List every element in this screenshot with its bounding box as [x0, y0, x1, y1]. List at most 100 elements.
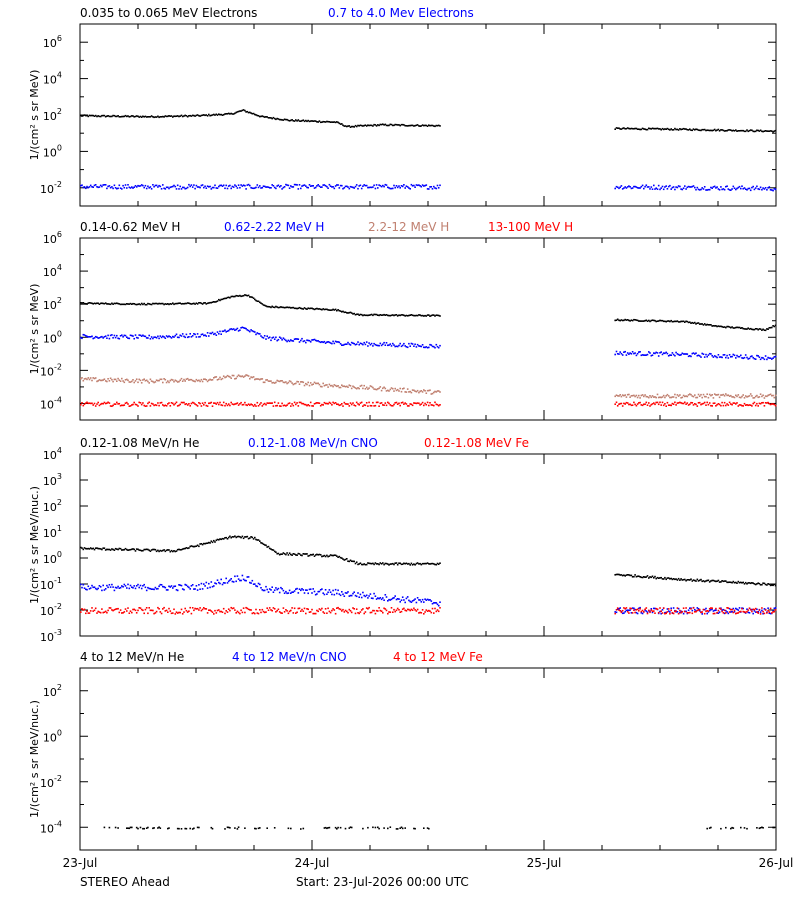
data-point	[164, 550, 167, 553]
data-point	[127, 403, 129, 405]
data-point	[216, 114, 219, 116]
data-point	[205, 187, 208, 189]
data-point	[85, 402, 87, 404]
data-point	[684, 353, 686, 355]
data-point	[211, 827, 214, 830]
data-point	[287, 592, 290, 594]
data-point	[436, 184, 439, 187]
data-point	[159, 116, 162, 118]
data-point	[684, 185, 686, 187]
data-point	[227, 536, 230, 539]
data-point	[101, 589, 103, 592]
data-point	[213, 333, 215, 336]
data-point	[382, 404, 384, 406]
data-point	[87, 115, 90, 118]
data-point	[198, 114, 200, 117]
data-point	[672, 320, 675, 323]
data-point	[353, 187, 355, 189]
data-point	[188, 586, 190, 589]
data-point	[764, 583, 767, 586]
data-point	[191, 401, 194, 404]
data-point	[437, 124, 440, 127]
data-point	[256, 184, 259, 186]
data-point	[638, 607, 640, 610]
data-point	[378, 184, 380, 186]
data-point	[91, 607, 93, 609]
data-point	[178, 188, 180, 190]
data-point	[226, 187, 229, 190]
data-point	[680, 128, 682, 131]
data-point	[119, 380, 122, 382]
data-point	[692, 352, 695, 354]
data-point	[689, 355, 691, 357]
data-point	[406, 608, 409, 611]
data-point	[623, 612, 625, 614]
data-point	[179, 403, 181, 406]
data-point	[665, 351, 667, 354]
data-point	[641, 354, 644, 356]
data-point	[281, 119, 283, 121]
data-point	[348, 311, 351, 314]
data-point	[263, 304, 266, 307]
data-point	[88, 612, 91, 614]
data-point	[355, 561, 358, 563]
data-point	[773, 356, 776, 358]
data-point	[677, 395, 680, 397]
data-point	[122, 303, 124, 306]
data-point	[359, 593, 362, 596]
data-point	[685, 320, 687, 323]
data-point	[268, 117, 271, 119]
data-point	[85, 303, 87, 305]
data-point	[638, 575, 640, 577]
data-point	[169, 550, 172, 553]
data-point	[277, 118, 280, 120]
data-point	[369, 404, 372, 407]
data-point	[722, 326, 725, 328]
data-point	[181, 333, 184, 335]
data-point	[641, 320, 644, 322]
data-point	[749, 327, 752, 330]
data-point	[619, 394, 621, 396]
data-point	[307, 404, 309, 406]
data-point	[241, 326, 244, 329]
data-point	[88, 302, 91, 304]
data-point	[742, 357, 744, 360]
data-point	[108, 380, 111, 382]
data-point	[720, 356, 722, 358]
data-point	[255, 114, 257, 116]
data-point	[741, 129, 743, 132]
data-point	[744, 130, 747, 133]
data-point	[408, 314, 410, 317]
data-point	[703, 186, 706, 188]
data-point	[347, 125, 349, 127]
data-point	[727, 325, 730, 328]
data-point	[740, 404, 742, 406]
data-point	[700, 356, 702, 358]
data-point	[296, 307, 298, 310]
data-point	[378, 827, 380, 830]
data-point	[259, 403, 261, 406]
data-point	[137, 184, 139, 187]
data-point	[766, 130, 768, 132]
data-point	[326, 384, 328, 386]
data-point	[664, 320, 666, 323]
data-point	[615, 350, 618, 353]
data-point	[229, 113, 231, 115]
data-point	[435, 602, 438, 604]
data-point	[749, 404, 752, 406]
data-point	[689, 403, 691, 406]
data-point	[180, 335, 183, 337]
data-point	[398, 402, 400, 405]
data-point	[722, 188, 725, 190]
data-point	[630, 127, 633, 130]
data-point	[624, 394, 626, 396]
data-point	[396, 563, 399, 566]
data-point	[107, 185, 109, 188]
data-point	[682, 127, 685, 130]
data-point	[265, 403, 267, 406]
y-tick-label: 106	[43, 34, 62, 50]
data-point	[718, 189, 721, 191]
data-point	[80, 336, 82, 339]
data-point	[234, 403, 236, 405]
data-point	[119, 547, 122, 550]
